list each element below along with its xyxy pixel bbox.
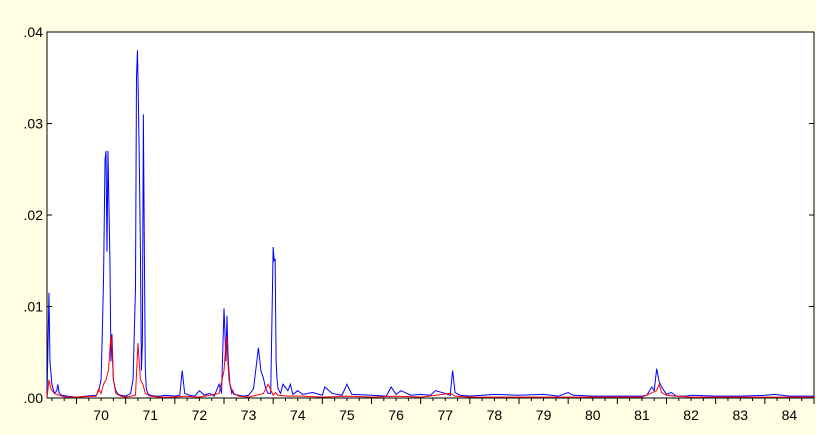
y-tick-label: .00 — [24, 390, 44, 406]
x-tick-label: 75 — [339, 407, 355, 423]
x-tick-label: 77 — [437, 407, 453, 423]
plot-area — [46, 31, 815, 399]
y-tick-label: .04 — [24, 24, 44, 40]
axes-layer: .00 .01 .02 .03 .04 70 71 72 73 74 75 76 77 78 79 80 81 8… — [24, 24, 815, 423]
series-line-1 — [46, 335, 814, 399]
series-layer — [46, 50, 814, 399]
x-tick-label: 80 — [585, 407, 601, 423]
y-tick-label: .02 — [24, 207, 44, 223]
x-tick-label: 70 — [93, 407, 109, 423]
x-tick-label: 72 — [192, 407, 208, 423]
x-tick-label: 76 — [388, 407, 404, 423]
x-tick-label: 79 — [536, 407, 552, 423]
x-tick-label: 71 — [142, 407, 158, 423]
x-tick-label: 73 — [241, 407, 257, 423]
x-tick-label: 83 — [732, 407, 748, 423]
y-tick-label: .01 — [24, 299, 44, 315]
x-tick-label: 78 — [487, 407, 503, 423]
x-tick-label: 81 — [634, 407, 650, 423]
x-tick-label: 82 — [683, 407, 699, 423]
x-tick-label: 84 — [782, 407, 798, 423]
y-tick-label: .03 — [24, 116, 44, 132]
x-tick-label: 74 — [290, 407, 306, 423]
